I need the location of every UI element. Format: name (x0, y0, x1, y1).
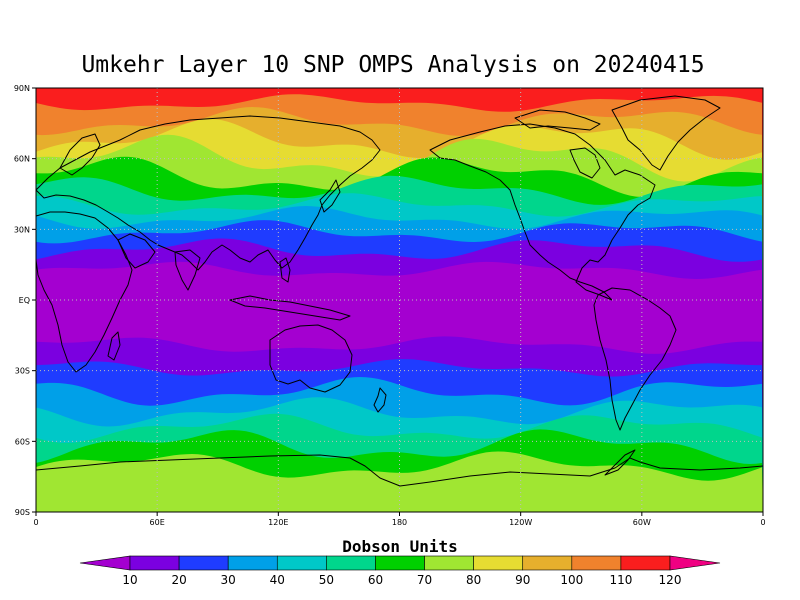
lon-tick-label: 0 (33, 518, 38, 527)
colorbar-swatch (522, 555, 573, 571)
coastline-africa (36, 211, 133, 373)
colorbar-label: 50 (319, 573, 334, 587)
colorbar-arrow-low (79, 555, 131, 571)
coastline-eurasia (36, 115, 381, 271)
lon-tick-label: 60W (633, 518, 651, 527)
lat-tick-label: 60N (14, 155, 30, 164)
colorbar-swatch (473, 555, 524, 571)
colorbar: 10 20 30 40 50 60 70 80 90 100 110 120 (79, 555, 721, 587)
lon-tick-label: 120W (509, 518, 532, 527)
colorbar-label: 110 (609, 573, 632, 587)
colorbar-label: 80 (466, 573, 481, 587)
colorbar-swatch (571, 555, 622, 571)
coastline-antarctica (36, 454, 763, 487)
colorbar-swatch (276, 555, 327, 571)
map-title: Umkehr Layer 10 SNP OMPS Analysis on 202… (81, 52, 705, 78)
colorbar-swatch (227, 555, 278, 571)
contour-band (36, 451, 763, 512)
coastline-india (174, 249, 201, 291)
colorbar-label: 10 (122, 573, 137, 587)
coastline-japan (319, 179, 341, 213)
coastline-north-america (429, 123, 656, 301)
graticule (36, 88, 763, 512)
lon-tick-label: 60E (150, 518, 165, 527)
lat-tick-label: EQ (19, 296, 30, 305)
lon-tick-label: 120E (268, 518, 288, 527)
colorbar-swatch (424, 555, 474, 571)
lat-tick-label: 30S (15, 367, 30, 376)
coastline-new-zealand (373, 387, 387, 413)
coastlines (36, 95, 763, 487)
coastline-greenland (611, 95, 721, 171)
coastline-hudson-bay (569, 147, 601, 179)
colorbar-swatch (129, 555, 180, 571)
colorbar-swatch (178, 555, 229, 571)
coastline-scandinavia (59, 133, 101, 176)
colorbar-swatch (326, 555, 376, 571)
coastline-philippines (279, 257, 291, 283)
lat-tick-label: 60S (15, 437, 30, 446)
colorbar-swatch (375, 555, 425, 571)
coastline-arctic-islands (514, 109, 601, 131)
colorbar-label: 30 (221, 573, 236, 587)
colorbar-label: 60 (368, 573, 383, 587)
coastline-madagascar (107, 331, 121, 361)
lat-tick-label: 30N (14, 225, 30, 234)
colorbar-label: 120 (659, 573, 682, 587)
colorbar-label: 40 (270, 573, 285, 587)
coastline-australia (269, 324, 353, 393)
coastline-antarctic-peninsula (604, 449, 636, 476)
lat-tick-label: 90S (15, 508, 30, 517)
lat-tick-label: 90N (14, 84, 30, 93)
colorbar-label: 70 (417, 573, 432, 587)
colorbar-label: 20 (171, 573, 186, 587)
colorbar-label: 90 (515, 573, 530, 587)
lon-tick-label: 180 (392, 518, 407, 527)
lon-tick-label: 0 (760, 518, 765, 527)
coastline-arabia (117, 233, 156, 269)
colorbar-arrow-high (669, 555, 721, 571)
colorbar-title: Dobson Units (342, 537, 458, 556)
colorbar-swatch (620, 555, 671, 571)
coastline-indonesia (229, 295, 351, 321)
coastline-south-america (593, 287, 677, 431)
colorbar-label: 100 (560, 573, 583, 587)
